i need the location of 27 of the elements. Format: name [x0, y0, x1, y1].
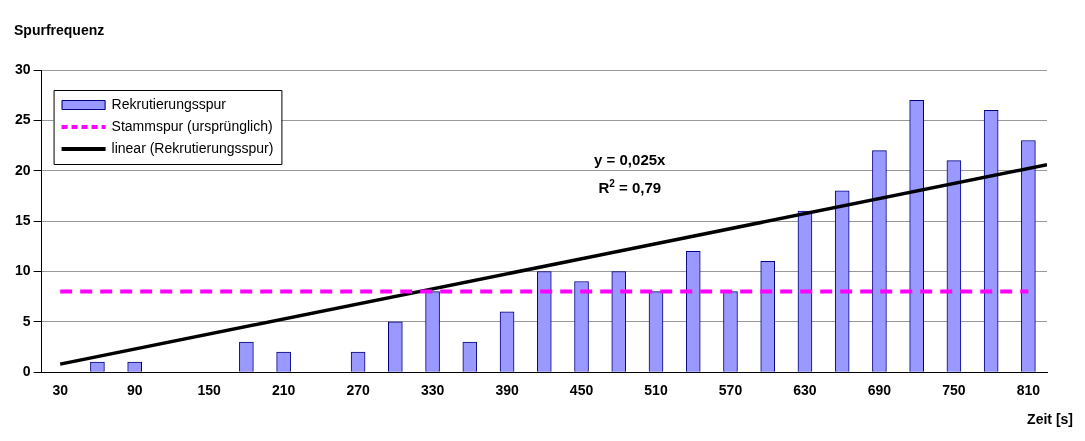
- x-tick-label: 690: [867, 382, 892, 399]
- y-tick-label: 20: [14, 161, 31, 178]
- x-tick-label: 210: [271, 382, 296, 399]
- y-tick-label: 0: [22, 363, 31, 380]
- x-axis-title: Zeit [s]: [1027, 411, 1073, 427]
- legend-label: Stammspur (ursprünglich): [111, 117, 273, 134]
- annotation: y = 0,025x: [594, 151, 667, 168]
- x-tick-label: 450: [569, 382, 594, 399]
- x-tick-label: 630: [793, 382, 817, 399]
- x-tick-label: 390: [495, 382, 519, 399]
- x-tick-label: 90: [126, 382, 143, 399]
- y-tick-label: 15: [14, 211, 31, 228]
- x-tick-label: 270: [346, 382, 370, 399]
- y-axis-title: Spurfrequenz: [14, 22, 105, 38]
- x-tick-label: 810: [1016, 382, 1041, 399]
- x-tick-label: 570: [718, 382, 743, 399]
- y-tick-label: 25: [14, 111, 31, 128]
- x-tick-label: 30: [52, 382, 69, 399]
- x-tick-label: 750: [942, 382, 966, 399]
- x-tick-label: 150: [197, 382, 222, 399]
- x-tick-label: 330: [420, 382, 445, 399]
- y-tick-label: 30: [14, 60, 31, 77]
- y-tick-label: 10: [14, 262, 31, 279]
- legend-label: Rekrutierungsspur: [111, 95, 227, 112]
- x-tick-label: 510: [644, 382, 668, 399]
- legend-label: linear (Rekrutierungsspur): [111, 139, 274, 156]
- y-tick-label: 5: [22, 312, 31, 329]
